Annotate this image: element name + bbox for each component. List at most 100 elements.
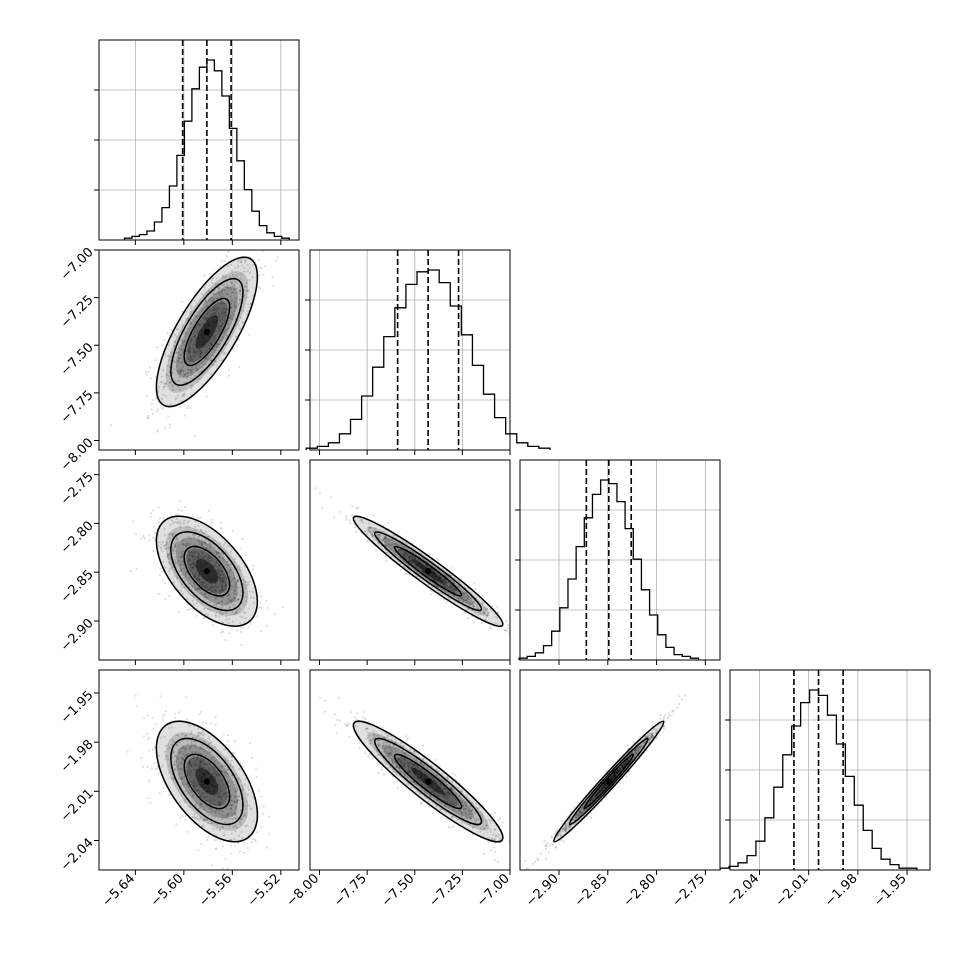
sample-point — [194, 744, 197, 747]
sample-point — [431, 568, 434, 571]
sample-point — [224, 319, 227, 322]
sample-point — [399, 755, 402, 759]
sample-point — [408, 555, 411, 558]
sample-point — [204, 607, 207, 610]
sample-point — [146, 765, 149, 769]
sample-point — [179, 368, 182, 371]
sample-point — [472, 621, 475, 624]
sample-point — [221, 809, 224, 812]
sample-point — [189, 369, 193, 372]
sample-point — [166, 542, 169, 545]
sample-point — [371, 738, 374, 742]
sample-point — [221, 810, 224, 813]
sample-point — [236, 291, 239, 294]
sample-point — [388, 753, 391, 756]
sample-point — [218, 551, 221, 554]
sample-point — [408, 765, 411, 768]
sample-point — [241, 257, 244, 260]
sample-point — [211, 810, 214, 813]
sample-point — [179, 762, 182, 765]
sample-point — [233, 590, 236, 593]
sample-point — [185, 783, 188, 786]
sample-point — [239, 259, 242, 262]
sample-point — [212, 795, 215, 798]
sample-point — [464, 811, 467, 814]
sample-point — [401, 761, 404, 764]
sample-point — [224, 786, 228, 789]
sample-point — [158, 573, 161, 576]
sample-point — [149, 801, 152, 804]
sample-point — [178, 523, 181, 526]
sample-point — [391, 757, 394, 760]
sample-point — [232, 287, 235, 290]
sample-point — [202, 302, 205, 305]
sample-point — [251, 276, 254, 279]
sample-point — [181, 756, 184, 759]
sample-point — [217, 796, 220, 799]
sample-point — [381, 766, 384, 769]
sample-point — [162, 385, 165, 388]
sample-point — [233, 800, 236, 803]
sample-point — [235, 581, 238, 584]
sample-point — [372, 539, 375, 542]
sample-point — [173, 344, 176, 347]
sample-point — [497, 835, 500, 838]
sample-point — [209, 342, 213, 345]
sample-point — [203, 818, 206, 821]
sample-point — [229, 807, 232, 810]
sample-point — [171, 739, 175, 742]
sample-point — [470, 817, 473, 820]
sample-point — [465, 804, 468, 808]
sample-point — [211, 300, 215, 303]
sample-point — [220, 301, 223, 304]
sample-point — [412, 781, 416, 784]
sample-point — [218, 316, 221, 319]
sample-point — [209, 801, 212, 804]
sample-point — [193, 315, 196, 318]
sample-point — [467, 594, 470, 598]
sample-point — [172, 359, 175, 362]
sample-point — [162, 545, 165, 548]
sample-point — [235, 586, 238, 589]
sample-point — [229, 551, 232, 554]
sample-point — [234, 830, 237, 833]
sample-point — [245, 270, 248, 273]
sample-point — [367, 526, 371, 529]
sample-point — [449, 826, 452, 829]
sample-point — [201, 550, 204, 553]
sample-point — [205, 585, 208, 589]
sample-point — [483, 853, 486, 856]
sample-point — [231, 529, 234, 533]
sample-point — [403, 762, 406, 765]
sample-point — [219, 802, 222, 805]
sample-point — [334, 723, 337, 726]
sample-point — [153, 762, 156, 765]
sample-point — [188, 346, 191, 349]
sample-point — [218, 578, 221, 581]
sample-point — [246, 846, 249, 850]
sample-point — [193, 355, 196, 358]
sample-point — [150, 402, 153, 405]
sample-point — [623, 762, 626, 765]
sample-point — [385, 751, 388, 754]
sample-point — [489, 626, 492, 629]
sample-point — [412, 780, 415, 784]
sample-point — [402, 553, 405, 556]
sample-point — [168, 764, 171, 767]
sample-point — [255, 767, 258, 770]
sample-point — [466, 596, 469, 599]
sample-point — [397, 766, 400, 769]
sample-point — [173, 520, 176, 524]
sample-point — [452, 591, 456, 594]
sample-point — [232, 568, 235, 571]
sample-point — [195, 736, 198, 739]
sample-point — [158, 517, 161, 520]
sample-point — [433, 584, 436, 587]
sample-point — [191, 567, 194, 570]
sample-point — [206, 317, 209, 320]
sample-point — [422, 744, 425, 748]
sample-point — [225, 577, 228, 580]
sample-point — [140, 537, 143, 540]
sample-point — [211, 313, 214, 316]
sample-point — [237, 598, 240, 601]
